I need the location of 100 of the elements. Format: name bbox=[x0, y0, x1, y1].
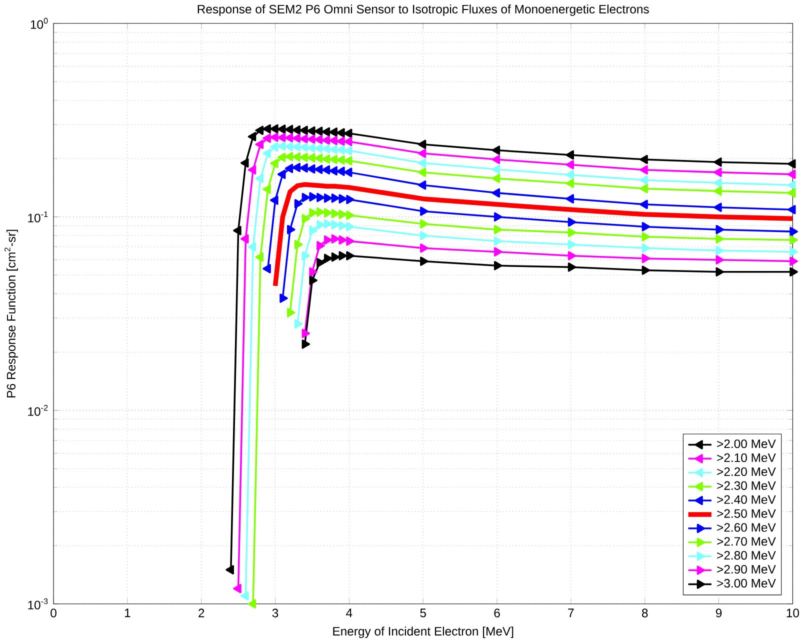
point bbox=[492, 146, 500, 156]
point bbox=[292, 163, 301, 172]
point bbox=[284, 152, 294, 162]
point bbox=[248, 242, 256, 252]
point bbox=[566, 150, 574, 160]
point bbox=[292, 134, 301, 144]
point bbox=[494, 225, 502, 234]
point bbox=[284, 133, 294, 143]
point bbox=[314, 126, 323, 136]
legend-label: >2.70 MeV bbox=[717, 537, 776, 546]
legend-label: >2.40 MeV bbox=[717, 495, 776, 504]
point bbox=[344, 146, 352, 156]
y-axis-title: P6 Response Function [cm$^{2}$-sr] bbox=[4, 230, 18, 398]
point bbox=[566, 194, 574, 204]
point bbox=[640, 184, 648, 194]
point bbox=[716, 234, 724, 244]
point bbox=[277, 124, 286, 134]
point bbox=[248, 132, 256, 142]
x-tick-label: 7 bbox=[568, 608, 574, 618]
x-tick-label: 3 bbox=[272, 608, 278, 618]
y-tick-label: 10$^{-2}$ bbox=[28, 405, 48, 416]
point bbox=[270, 142, 278, 152]
point bbox=[492, 155, 500, 164]
y-tick-label: 10$^{0}$ bbox=[30, 18, 48, 30]
point bbox=[314, 135, 323, 144]
point bbox=[284, 164, 294, 174]
x-tick-label: 4 bbox=[346, 608, 352, 618]
point bbox=[322, 165, 330, 175]
point bbox=[300, 134, 308, 144]
point bbox=[322, 154, 330, 164]
point bbox=[270, 124, 278, 134]
point bbox=[642, 222, 650, 232]
point bbox=[307, 153, 316, 163]
legend-label: >2.20 MeV bbox=[717, 468, 776, 476]
point bbox=[568, 251, 576, 261]
point bbox=[790, 227, 798, 236]
point bbox=[716, 225, 724, 234]
x-tick-label: 6 bbox=[494, 608, 500, 618]
point bbox=[494, 261, 502, 270]
point bbox=[322, 144, 330, 154]
point bbox=[233, 584, 242, 594]
point bbox=[292, 152, 301, 162]
point bbox=[568, 218, 576, 227]
point bbox=[716, 246, 724, 256]
point bbox=[418, 180, 426, 190]
point bbox=[336, 166, 345, 176]
point bbox=[292, 126, 301, 135]
x-axis-title: Energy of Incident Electron [MeV] bbox=[333, 626, 514, 638]
point bbox=[492, 174, 500, 184]
point bbox=[300, 126, 308, 136]
point bbox=[566, 160, 574, 170]
point bbox=[322, 136, 330, 146]
point bbox=[277, 142, 286, 152]
point bbox=[640, 200, 648, 210]
point bbox=[566, 178, 574, 188]
point bbox=[642, 254, 650, 264]
point bbox=[716, 255, 724, 265]
legend-label: >2.10 MeV bbox=[717, 454, 776, 462]
legend-label: >2.50 MeV bbox=[717, 509, 776, 518]
point bbox=[329, 145, 338, 154]
point bbox=[790, 247, 798, 257]
point bbox=[336, 136, 345, 146]
point bbox=[277, 152, 286, 162]
point bbox=[329, 136, 338, 146]
point bbox=[255, 174, 264, 184]
point bbox=[322, 127, 330, 137]
point bbox=[284, 125, 294, 134]
y-tick-label: 10$^{-1}$ bbox=[28, 212, 48, 223]
point bbox=[790, 256, 798, 266]
legend-label: >2.80 MeV bbox=[717, 551, 776, 560]
point bbox=[270, 196, 278, 206]
x-tick-label: 10 bbox=[786, 608, 800, 618]
point bbox=[314, 164, 323, 174]
point bbox=[307, 144, 316, 153]
point bbox=[314, 154, 323, 164]
point bbox=[336, 145, 345, 155]
point bbox=[262, 184, 271, 194]
point bbox=[240, 591, 249, 601]
point bbox=[300, 142, 308, 152]
point bbox=[344, 129, 352, 138]
legend-label: >2.60 MeV bbox=[717, 523, 776, 532]
y-tick-label: 10$^{-3}$ bbox=[28, 598, 48, 610]
point bbox=[418, 140, 426, 150]
point bbox=[492, 188, 500, 198]
x-tick-label: 0 bbox=[50, 608, 56, 618]
point bbox=[568, 262, 576, 272]
point bbox=[336, 128, 345, 138]
point bbox=[418, 148, 426, 158]
point bbox=[492, 164, 500, 174]
point bbox=[240, 158, 249, 168]
point bbox=[255, 126, 264, 136]
point bbox=[262, 134, 271, 144]
point bbox=[336, 156, 345, 165]
point bbox=[277, 170, 286, 180]
point bbox=[716, 267, 724, 277]
point bbox=[418, 158, 426, 168]
x-tick-label: 5 bbox=[420, 608, 426, 618]
point bbox=[284, 142, 294, 152]
x-tick-label: 2 bbox=[198, 608, 204, 618]
point bbox=[568, 228, 576, 238]
